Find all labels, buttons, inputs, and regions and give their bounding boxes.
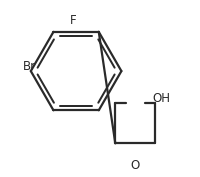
Text: OH: OH [152, 92, 170, 105]
Text: Br: Br [23, 60, 36, 73]
Text: F: F [70, 15, 76, 27]
Text: O: O [130, 159, 139, 172]
